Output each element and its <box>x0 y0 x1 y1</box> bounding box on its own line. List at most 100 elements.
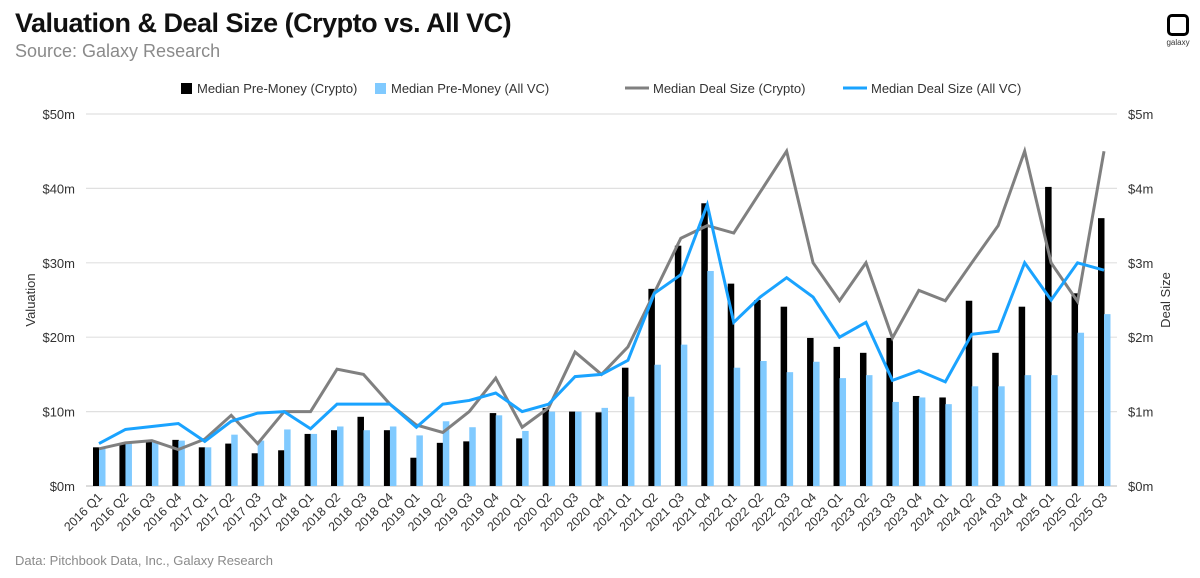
legend-label: Median Pre-Money (Crypto) <box>197 81 357 96</box>
logo-text: galaxy <box>1166 38 1190 47</box>
bar-crypto-pre-money <box>912 395 920 486</box>
bar-allvc-pre-money <box>1051 375 1058 486</box>
bar-allvc-pre-money <box>865 375 873 486</box>
bar-crypto-pre-money <box>436 442 444 486</box>
line-allvc-deal-size <box>98 199 1105 445</box>
chart-subtitle: Source: Galaxy Research <box>15 41 221 61</box>
bar-allvc-pre-money <box>99 448 106 486</box>
bar-crypto-pre-money <box>648 288 655 486</box>
bar-crypto-pre-money <box>489 413 497 486</box>
y2-tick-label: $5m <box>1128 107 1153 122</box>
bar-crypto-pre-money <box>278 450 285 486</box>
bar-crypto-pre-money <box>859 352 867 486</box>
bar-crypto-pre-money <box>145 440 153 486</box>
bar-crypto-pre-money <box>410 457 417 486</box>
bar-crypto-pre-money <box>939 397 946 486</box>
bar-allvc-pre-money <box>707 270 714 486</box>
bar-allvc-pre-money <box>495 415 503 486</box>
bar-crypto-pre-money <box>172 439 179 486</box>
bar-allvc-pre-money <box>310 433 318 486</box>
bar-crypto-pre-money <box>701 203 708 486</box>
legend-swatch <box>181 83 192 94</box>
chart-title: Valuation & Deal Size (Crypto vs. All VC… <box>15 8 512 38</box>
y-tick-label: $30m <box>42 256 75 271</box>
bar-allvc-pre-money <box>257 440 265 486</box>
bar-allvc-pre-money <box>892 401 899 486</box>
bar-allvc-pre-money <box>125 442 132 486</box>
bar-allvc-pre-money <box>945 404 952 486</box>
bar-crypto-pre-money <box>727 283 735 486</box>
bar-crypto-pre-money <box>119 443 126 486</box>
bar-allvc-pre-money <box>813 361 820 486</box>
bar-crypto-pre-money <box>595 412 602 486</box>
bar-allvc-pre-money <box>363 430 370 486</box>
bar-crypto-pre-money <box>965 300 973 486</box>
y2-tick-label: $0m <box>1128 479 1153 494</box>
bar-crypto-pre-money <box>463 441 470 486</box>
bar-crypto-pre-money <box>621 367 629 486</box>
bar-crypto-pre-money <box>674 245 682 486</box>
lines <box>98 145 1106 452</box>
bar-allvc-pre-money <box>760 361 767 486</box>
bar-crypto-pre-money <box>754 300 761 486</box>
bar-allvc-pre-money <box>733 367 741 486</box>
bar-allvc-pre-money <box>337 426 344 486</box>
y-tick-label: $40m <box>42 181 75 196</box>
bar-allvc-pre-money <box>469 427 476 486</box>
bar-crypto-pre-money <box>225 443 232 486</box>
bar-allvc-pre-money <box>971 386 979 486</box>
bar-allvc-pre-money <box>1024 375 1032 486</box>
bar-allvc-pre-money <box>151 441 159 486</box>
y2-tick-label: $1m <box>1128 405 1153 420</box>
galaxy-logo-icon <box>1167 14 1189 36</box>
bar-crypto-pre-money <box>833 346 841 486</box>
bar-allvc-pre-money <box>522 430 529 486</box>
bar-allvc-pre-money <box>284 429 291 486</box>
bar-crypto-pre-money <box>992 352 999 486</box>
y2-tick-label: $4m <box>1128 181 1153 196</box>
bar-crypto-pre-money <box>780 306 788 486</box>
bar-allvc-pre-money <box>442 421 450 486</box>
bar-crypto-pre-money <box>331 430 338 486</box>
bar-allvc-pre-money <box>918 397 926 486</box>
bar-crypto-pre-money <box>886 337 893 486</box>
bar-allvc-pre-money <box>204 447 212 486</box>
bar-allvc-pre-money <box>998 386 1005 486</box>
bar-crypto-pre-money <box>304 433 312 486</box>
bar-crypto-pre-money <box>383 430 391 486</box>
bar-crypto-pre-money <box>198 447 206 486</box>
y2-axis-title: Deal Size <box>1158 272 1173 328</box>
bar-allvc-pre-money <box>1077 332 1085 486</box>
bar-crypto-pre-money <box>807 337 814 486</box>
bar-allvc-pre-money <box>231 434 238 486</box>
y2-tick-label: $3m <box>1128 256 1153 271</box>
bar-allvc-pre-money <box>389 426 397 486</box>
legend: Median Pre-Money (Crypto) Median Pre-Mone… <box>181 81 1021 96</box>
bar-allvc-pre-money <box>1104 314 1111 486</box>
bar-crypto-pre-money <box>1045 186 1052 487</box>
bar-allvc-pre-money <box>786 372 794 486</box>
legend-label: Median Pre-Money (All VC) <box>391 81 549 96</box>
bar-crypto-pre-money <box>251 453 259 486</box>
bar-allvc-pre-money <box>839 378 847 486</box>
bar-allvc-pre-money <box>680 344 688 486</box>
bar-crypto-pre-money <box>93 447 100 486</box>
bar-allvc-pre-money <box>416 435 423 486</box>
y-tick-label: $20m <box>42 330 75 345</box>
bar-allvc-pre-money <box>627 396 635 486</box>
legend-label: Median Deal Size (All VC) <box>871 81 1021 96</box>
bar-crypto-pre-money <box>1098 218 1105 486</box>
bar-crypto-pre-money <box>1071 293 1079 486</box>
bar-allvc-pre-money <box>548 411 556 486</box>
y-axis-title: Valuation <box>23 273 38 326</box>
y-tick-label: $10m <box>42 405 75 420</box>
legend-label: Median Deal Size (Crypto) <box>653 81 805 96</box>
bar-crypto-pre-money <box>357 416 364 486</box>
bar-crypto-pre-money <box>569 411 576 486</box>
y-tick-label: $0m <box>50 479 75 494</box>
bar-allvc-pre-money <box>601 407 608 486</box>
bar-allvc-pre-money <box>178 440 185 486</box>
bar-crypto-pre-money <box>542 407 550 486</box>
bar-allvc-pre-money <box>654 364 661 486</box>
